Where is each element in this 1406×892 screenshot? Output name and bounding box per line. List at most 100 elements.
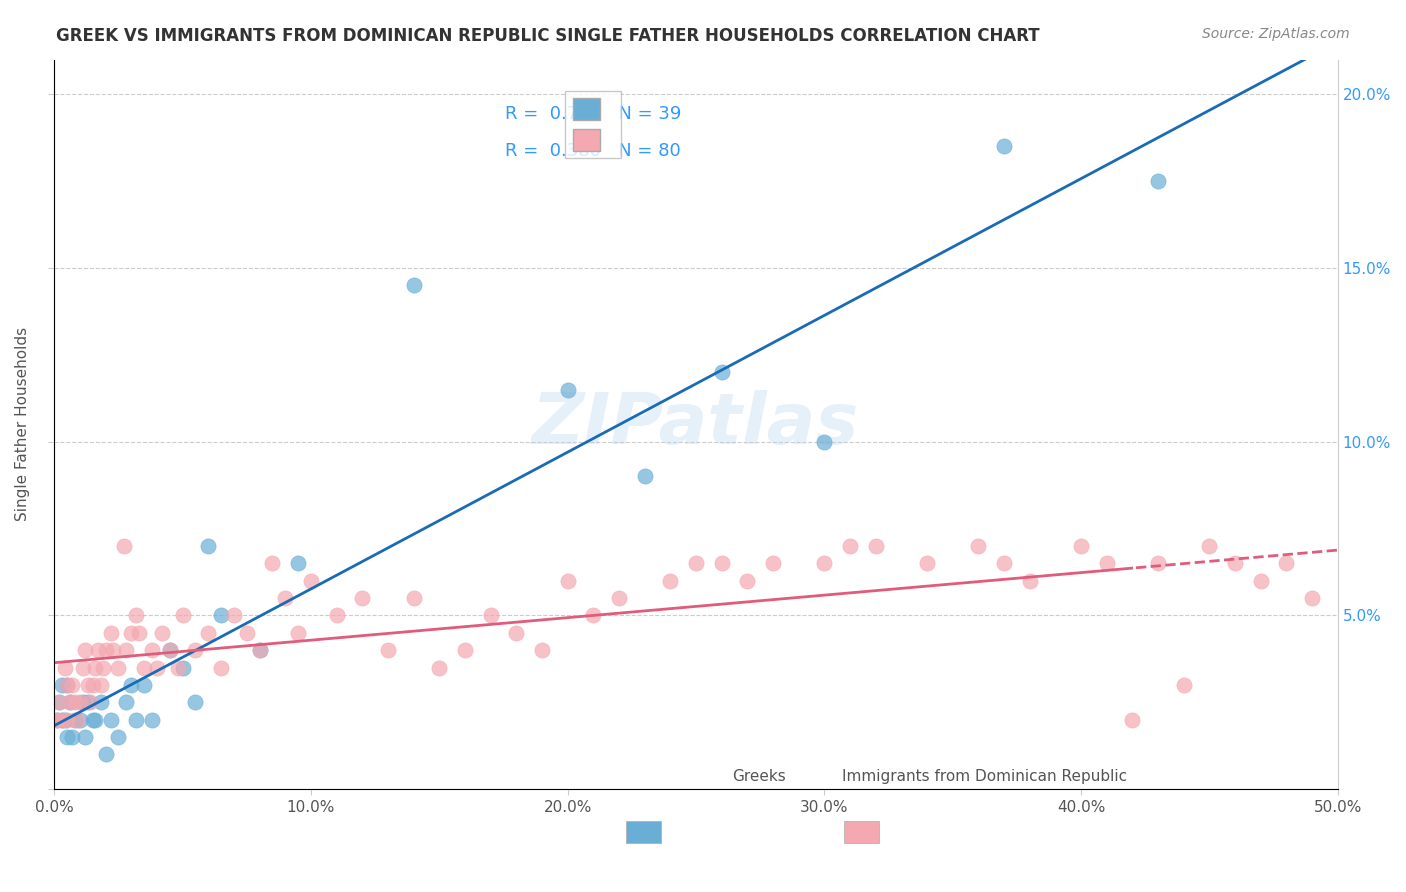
Point [249, 643, 271, 657]
Point [1198, 539, 1220, 553]
Point [479, 608, 502, 623]
Point [75, 730, 97, 744]
Point [184, 695, 207, 709]
Point [659, 574, 682, 588]
Point [557, 383, 579, 397]
Point [51, 713, 73, 727]
Point [94, 643, 117, 657]
Point [582, 608, 605, 623]
Point [89, 678, 111, 692]
Point [63, 695, 86, 709]
Point [60, 678, 83, 692]
Point [352, 591, 374, 605]
Point [66, 713, 89, 727]
Point [737, 574, 759, 588]
Point [1223, 557, 1246, 571]
Point [53, 660, 76, 674]
Point [120, 678, 142, 692]
Text: R =  0.380   N = 80: R = 0.380 N = 80 [506, 142, 682, 160]
Point [184, 643, 207, 657]
Point [125, 713, 148, 727]
Point [1121, 713, 1143, 727]
Point [197, 625, 219, 640]
Point [103, 643, 125, 657]
Text: Greeks: Greeks [733, 769, 786, 783]
Point [107, 730, 129, 744]
Point [993, 139, 1015, 153]
Point [75, 643, 97, 657]
Point [91, 660, 114, 674]
Point [813, 557, 835, 571]
Point [557, 574, 579, 588]
Point [84, 660, 107, 674]
Point [63, 713, 86, 727]
Point [59, 695, 82, 709]
Text: GREEK VS IMMIGRANTS FROM DOMINICAN REPUBLIC SINGLE FATHER HOUSEHOLDS CORRELATION: GREEK VS IMMIGRANTS FROM DOMINICAN REPUB… [56, 27, 1040, 45]
Point [813, 434, 835, 449]
Point [159, 643, 181, 657]
Text: R =  0.721   N = 39: R = 0.721 N = 39 [505, 105, 682, 123]
Point [115, 643, 138, 657]
Point [128, 625, 150, 640]
Point [60, 730, 83, 744]
Point [51, 713, 73, 727]
Point [710, 365, 733, 379]
Text: Source: ZipAtlas.com: Source: ZipAtlas.com [1202, 27, 1350, 41]
Point [51, 678, 73, 692]
Point [249, 643, 271, 657]
Point [1250, 574, 1272, 588]
Point [56, 678, 79, 692]
Point [607, 591, 630, 605]
Point [115, 695, 138, 709]
Point [1018, 574, 1040, 588]
Point [427, 660, 450, 674]
Point [1147, 557, 1170, 571]
Point [72, 695, 94, 709]
Point [79, 695, 101, 709]
Point [839, 539, 862, 553]
Point [299, 574, 322, 588]
Point [287, 557, 309, 571]
Point [72, 660, 94, 674]
Point [89, 695, 111, 709]
Point [120, 625, 142, 640]
Point [172, 660, 194, 674]
Point [236, 625, 259, 640]
Point [209, 608, 232, 623]
Legend: , : , [565, 90, 621, 158]
Point [274, 591, 297, 605]
Point [865, 539, 887, 553]
Point [209, 660, 232, 674]
Point [82, 678, 104, 692]
Point [377, 643, 399, 657]
Point [172, 608, 194, 623]
Point [1173, 678, 1195, 692]
Point [48, 695, 70, 709]
Point [107, 660, 129, 674]
Point [82, 713, 104, 727]
Point [1070, 539, 1092, 553]
Point [762, 557, 785, 571]
Point [454, 643, 477, 657]
Point [112, 539, 135, 553]
Point [94, 747, 117, 762]
Point [505, 625, 527, 640]
Text: ZIPatlas: ZIPatlas [533, 390, 859, 458]
Point [76, 695, 98, 709]
Point [262, 557, 284, 571]
Point [222, 608, 245, 623]
Point [56, 713, 79, 727]
Point [1095, 557, 1118, 571]
Point [325, 608, 347, 623]
Point [69, 695, 91, 709]
Point [125, 608, 148, 623]
Point [197, 539, 219, 553]
Point [56, 678, 79, 692]
Text: Immigrants from Dominican Republic: Immigrants from Dominican Republic [842, 769, 1126, 783]
Y-axis label: Single Father Households: Single Father Households [15, 327, 30, 522]
Point [87, 643, 110, 657]
Point [141, 713, 163, 727]
Point [710, 557, 733, 571]
Point [685, 557, 707, 571]
Point [1275, 557, 1298, 571]
